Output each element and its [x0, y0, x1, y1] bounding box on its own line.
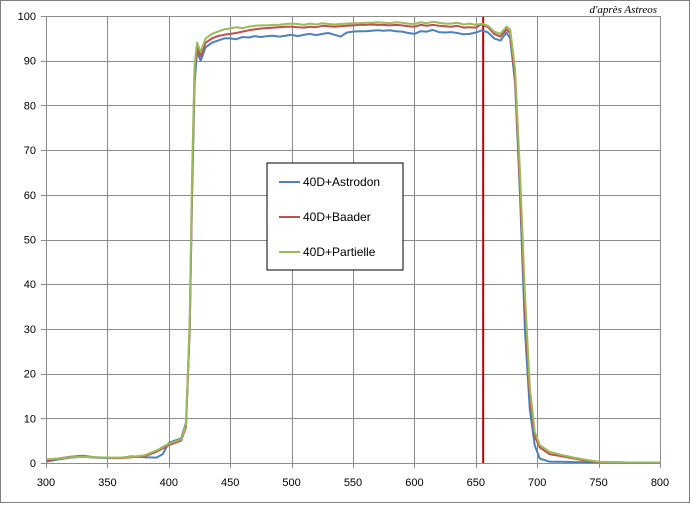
x-tick-label: 500: [282, 477, 300, 489]
x-tick-label: 800: [651, 477, 669, 489]
x-tick-label: 300: [37, 477, 55, 489]
y-tick-label: 50: [24, 235, 36, 247]
legend-label-40d-partielle: 40D+Partielle: [303, 245, 376, 259]
axis-layer: 300 350 400 450 500 550 600 650 700 750 800 0 10 20 30…: [18, 11, 670, 489]
x-tick-label: 600: [405, 477, 423, 489]
plot-area-border: [46, 16, 661, 464]
x-tick-label: 350: [98, 477, 116, 489]
series-layer: [45, 20, 660, 464]
legend-label-40d-baader: 40D+Baader: [303, 210, 371, 224]
y-tick-label: 10: [24, 413, 36, 425]
y-tick-label: 90: [24, 56, 36, 68]
y-tick-label: 80: [24, 100, 36, 112]
series-line-40d-partielle: [45, 20, 660, 464]
x-tick-label: 700: [528, 477, 546, 489]
y-tick-label: 100: [18, 11, 36, 23]
legend: 40D+Astrodon 40D+Baader 40D+Partielle: [266, 162, 404, 271]
x-tick-label: 400: [160, 477, 178, 489]
y-tick-label: 20: [24, 369, 36, 381]
legend-label-40d-astrodon: 40D+Astrodon: [303, 175, 380, 189]
credit-text: d'après Astreos: [590, 4, 657, 16]
y-tick-label: 70: [24, 145, 36, 157]
y-tick-label: 60: [24, 190, 36, 202]
x-tick-label: 550: [344, 477, 362, 489]
x-tick-label: 450: [221, 477, 239, 489]
y-tick-label: 0: [30, 458, 36, 470]
x-tick-label: 650: [467, 477, 485, 489]
x-tick-label: 750: [589, 477, 607, 489]
y-tick-label: 30: [24, 324, 36, 336]
y-tick-label: 40: [24, 279, 36, 291]
